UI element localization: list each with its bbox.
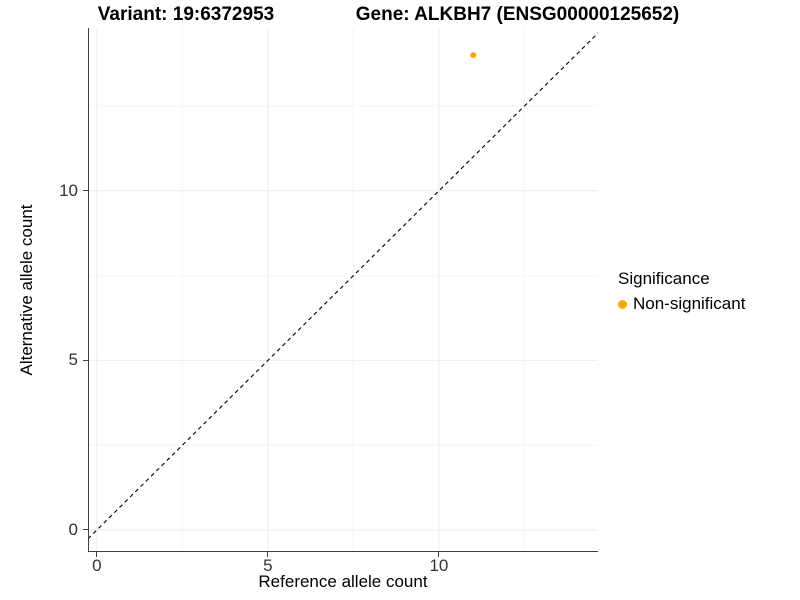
x-axis-label: Reference allele count (258, 572, 428, 591)
x-tick-label: 10 (429, 556, 449, 575)
y-tick-mark (83, 190, 88, 192)
y-tick-label: 10 (59, 180, 78, 200)
x-tick-mark (438, 552, 440, 557)
x-tick-mark (96, 552, 98, 557)
legend-item-label: Non-significant (633, 294, 746, 313)
legend-item-non-significant: Non-significant (618, 294, 745, 314)
identity-line (88, 32, 598, 540)
legend-title: Significance (618, 269, 710, 288)
plot-title-variant: Variant: 19:6372953 (97, 4, 275, 25)
y-tick-label: 5 (68, 350, 78, 370)
plot-panel (88, 28, 598, 552)
y-tick-mark (83, 529, 88, 531)
x-tick-label: 5 (263, 556, 273, 575)
x-tick-mark (267, 552, 269, 557)
data-point (470, 52, 477, 59)
legend: Significance Non-significant (618, 269, 745, 314)
legend-point-icon (618, 299, 627, 309)
y-axis-label: Alternative allele count (17, 204, 36, 376)
y-tick-mark (83, 359, 88, 361)
plot-panel-canvas (88, 28, 598, 552)
y-tick-label: 0 (68, 519, 78, 539)
x-tick-label: 0 (92, 556, 102, 575)
plot-title-gene: Gene: ALKBH7 (ENSG00000125652) (355, 4, 680, 25)
